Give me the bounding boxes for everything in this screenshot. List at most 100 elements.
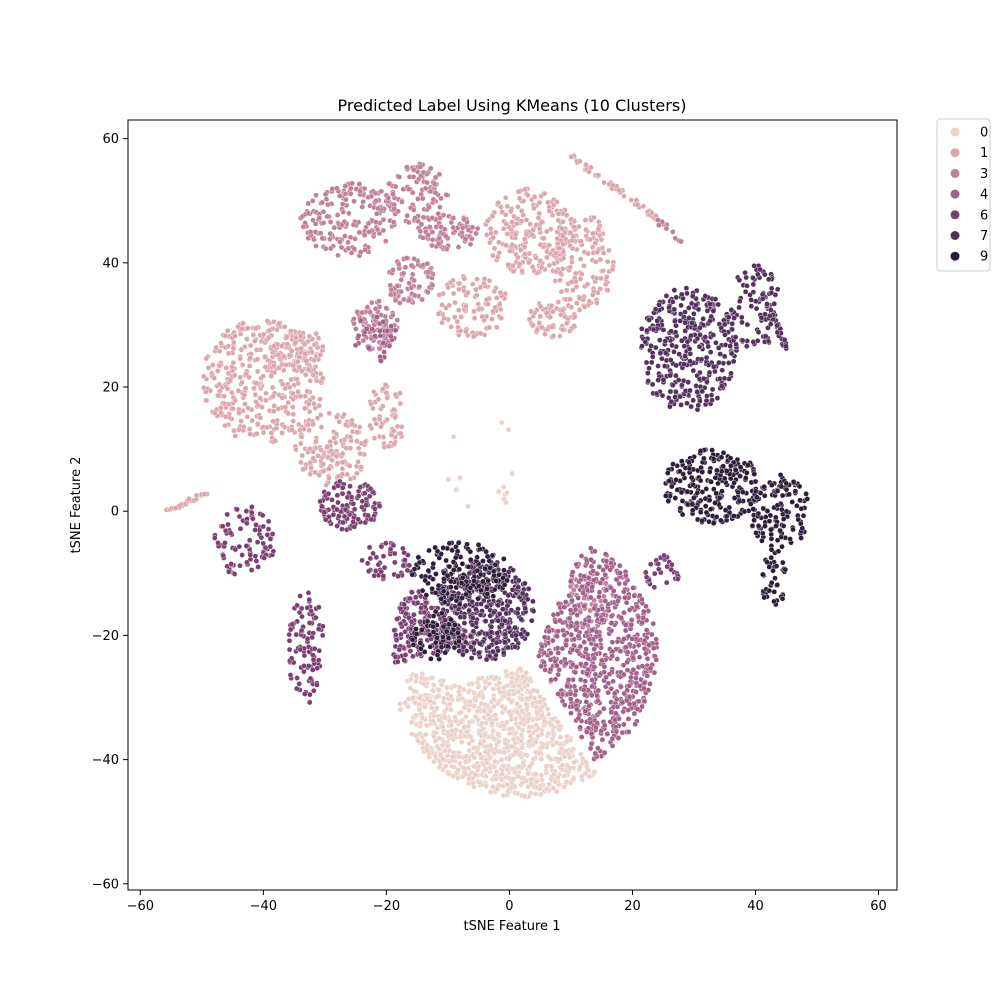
- data-point: [296, 354, 303, 361]
- data-point: [678, 402, 684, 408]
- data-point: [689, 293, 696, 299]
- data-point: [463, 729, 470, 735]
- data-point: [583, 699, 590, 705]
- data-point: [254, 356, 261, 363]
- data-point: [569, 597, 575, 604]
- data-point: [347, 234, 354, 241]
- data-point: [487, 789, 494, 795]
- data-point: [676, 351, 683, 357]
- data-point: [297, 333, 304, 339]
- data-point: [710, 332, 717, 338]
- data-point: [310, 455, 317, 462]
- data-point: [518, 738, 524, 745]
- data-point: [482, 618, 489, 624]
- data-point: [569, 259, 575, 265]
- data-point: [480, 738, 487, 744]
- data-point: [595, 697, 601, 704]
- data-point: [688, 332, 694, 339]
- data-point: [301, 405, 308, 412]
- data-point: [602, 572, 609, 578]
- data-point: [470, 745, 477, 751]
- data-point: [591, 655, 598, 662]
- data-point: [268, 373, 274, 380]
- data-point: [537, 257, 544, 264]
- data-point: [203, 388, 209, 395]
- data-point: [543, 763, 550, 770]
- data-point: [492, 758, 498, 765]
- data-point: [505, 789, 511, 795]
- data-point: [495, 488, 502, 495]
- data-point: [360, 198, 366, 205]
- data-point: [533, 722, 540, 729]
- data-point: [678, 238, 685, 245]
- data-point: [392, 391, 399, 398]
- data-point: [708, 313, 715, 320]
- data-point: [646, 642, 652, 649]
- data-point: [401, 657, 408, 663]
- data-point: [458, 739, 465, 746]
- data-point: [662, 338, 669, 345]
- data-point: [423, 747, 430, 753]
- data-point: [529, 322, 536, 329]
- data-point: [515, 254, 521, 261]
- data-point: [445, 771, 452, 777]
- data-point: [525, 192, 531, 199]
- data-point: [307, 445, 313, 452]
- data-point: [631, 710, 638, 717]
- data-point: [435, 311, 442, 317]
- data-point: [504, 766, 511, 772]
- data-point: [626, 694, 633, 700]
- data-point: [310, 656, 317, 663]
- data-point: [558, 311, 564, 318]
- data-point: [546, 242, 553, 249]
- data-point: [618, 684, 624, 690]
- data-point: [696, 343, 703, 350]
- data-point: [393, 637, 400, 643]
- data-point: [272, 437, 279, 444]
- data-point: [602, 722, 608, 729]
- data-point: [496, 611, 503, 617]
- data-point: [312, 229, 319, 235]
- data-point: [247, 355, 254, 361]
- data-point: [232, 397, 238, 404]
- data-point: [535, 733, 542, 739]
- data-point: [263, 390, 269, 397]
- data-point: [717, 351, 724, 357]
- data-point: [629, 636, 635, 642]
- data-point: [588, 545, 594, 551]
- data-point: [396, 646, 403, 653]
- data-point: [739, 337, 746, 344]
- data-point: [505, 427, 512, 433]
- data-point: [663, 293, 670, 299]
- data-point: [731, 315, 737, 321]
- data-point: [452, 299, 458, 306]
- data-point: [643, 574, 650, 580]
- data-point: [443, 684, 450, 691]
- data-point: [482, 773, 489, 779]
- data-point: [345, 239, 351, 246]
- data-point: [270, 393, 277, 400]
- data-point: [570, 233, 577, 239]
- data-point: [397, 400, 404, 407]
- data-point: [222, 422, 228, 429]
- data-point: [419, 195, 426, 202]
- data-point: [444, 752, 451, 759]
- data-point: [514, 709, 520, 716]
- data-point: [293, 685, 300, 692]
- data-point: [491, 288, 498, 295]
- data-point: [327, 230, 334, 237]
- data-point: [442, 226, 448, 232]
- data-point: [628, 197, 635, 203]
- data-point: [318, 447, 324, 453]
- data-point: [392, 632, 399, 638]
- data-point: [721, 321, 728, 328]
- data-point: [639, 596, 645, 603]
- data-point: [453, 486, 460, 493]
- data-point: [371, 572, 378, 579]
- data-point: [457, 614, 464, 620]
- data-point: [579, 773, 585, 780]
- data-point: [569, 647, 576, 653]
- data-point: [348, 185, 354, 192]
- data-point: [490, 727, 497, 734]
- data-point: [605, 680, 612, 687]
